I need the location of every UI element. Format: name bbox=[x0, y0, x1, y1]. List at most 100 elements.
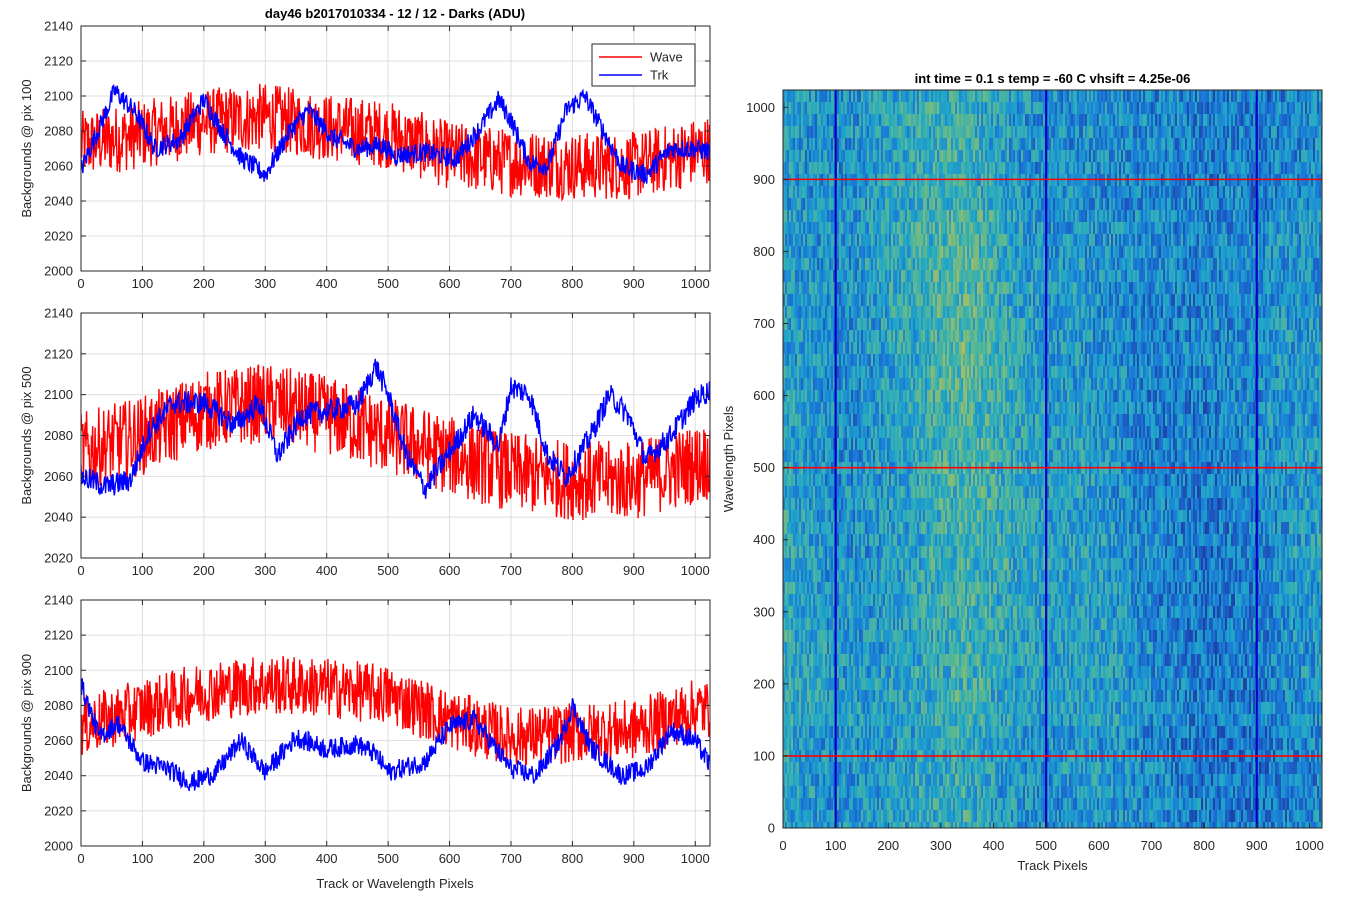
heatmap-cell bbox=[803, 150, 806, 163]
heatmap-cell bbox=[789, 798, 792, 811]
heatmap-cell bbox=[843, 690, 846, 703]
heatmap-cell bbox=[853, 354, 856, 367]
heatmap-cell bbox=[859, 630, 862, 643]
heatmap-cell bbox=[911, 162, 914, 175]
heatmap-cell bbox=[841, 726, 844, 739]
heatmap-cell bbox=[849, 786, 852, 799]
heatmap-cell bbox=[801, 486, 804, 499]
heatmap-cell bbox=[837, 402, 840, 415]
heatmap-cell bbox=[907, 318, 910, 331]
heatmap-cell bbox=[851, 714, 854, 727]
heatmap-cell bbox=[879, 618, 882, 631]
heatmap-cell bbox=[903, 222, 906, 235]
heatmap-cell bbox=[931, 450, 934, 463]
heatmap-cell bbox=[927, 654, 930, 667]
heatmap-cell bbox=[827, 402, 830, 415]
heatmap-cell bbox=[789, 198, 792, 211]
heatmap-cell bbox=[863, 534, 866, 547]
heatmap-cell bbox=[813, 306, 816, 319]
heatmap-cell bbox=[889, 258, 892, 271]
heatmap-cell bbox=[855, 210, 858, 223]
heatmap-cell bbox=[857, 786, 860, 799]
heatmap-cell bbox=[905, 666, 908, 679]
heatmap-cell bbox=[889, 354, 892, 367]
heatmap-cell bbox=[861, 378, 864, 391]
heatmap-cell bbox=[917, 690, 920, 703]
heatmap-cell bbox=[827, 666, 830, 679]
heatmap-cell bbox=[897, 150, 900, 163]
heatmap-cell bbox=[849, 186, 852, 199]
heatmap-cell bbox=[795, 126, 798, 139]
heatmap-cell bbox=[837, 90, 840, 103]
heatmap-cell bbox=[823, 558, 826, 571]
heatmap-cell bbox=[801, 798, 804, 811]
heatmap-cell bbox=[803, 270, 806, 283]
heatmap-cell bbox=[919, 150, 922, 163]
heatmap-cell bbox=[847, 246, 850, 259]
heatmap-cell bbox=[913, 642, 916, 655]
heatmap-cell bbox=[899, 354, 902, 367]
heatmap-cell bbox=[891, 582, 894, 595]
heatmap-cell bbox=[921, 762, 924, 775]
panel-pix900: 0 100 200 300 400 500 600 700 800 900 100020002020… bbox=[19, 593, 711, 866]
heatmap-cell bbox=[889, 618, 892, 631]
heatmap-cell bbox=[787, 414, 790, 427]
heatmap-cell bbox=[819, 210, 822, 223]
heatmap-cell bbox=[873, 342, 876, 355]
heatmap-cell bbox=[815, 774, 818, 787]
heatmap-cell bbox=[919, 438, 922, 451]
heatmap-cell bbox=[811, 534, 814, 547]
heatmap-cell bbox=[873, 402, 876, 415]
heatmap-cell bbox=[913, 402, 916, 415]
heatmap-cell bbox=[847, 150, 850, 163]
heatmap-cell bbox=[805, 138, 808, 151]
heatmap-cell bbox=[787, 762, 790, 775]
heatmap-cell bbox=[823, 786, 826, 799]
heatmap-cell bbox=[859, 798, 862, 811]
heatmap-cell bbox=[935, 414, 938, 427]
heatmap-cell bbox=[819, 510, 822, 523]
heatmap-cell bbox=[823, 594, 826, 607]
heatmap-cell bbox=[857, 438, 860, 451]
heatmap-cell bbox=[923, 210, 926, 223]
heatmap-cell bbox=[913, 762, 916, 775]
heatmap-cell bbox=[823, 498, 826, 511]
heatmap-cell bbox=[793, 402, 796, 415]
heatmap-cell bbox=[793, 390, 796, 403]
heatmap-cell bbox=[923, 150, 926, 163]
legend-label-trk: Trk bbox=[650, 68, 669, 83]
heatmap-cell bbox=[807, 558, 810, 571]
heatmap-cell bbox=[871, 714, 874, 727]
heatmap-cell bbox=[845, 258, 848, 271]
heatmap-cell bbox=[793, 534, 796, 547]
heatmap-cell bbox=[875, 570, 878, 583]
heatmap-cell bbox=[891, 282, 894, 295]
heatmap-cell bbox=[803, 810, 806, 823]
heatmap-cell bbox=[799, 510, 802, 523]
heatmap-cell bbox=[821, 258, 824, 271]
heatmap-cell bbox=[907, 606, 910, 619]
heatmap-cell bbox=[861, 546, 864, 559]
heatmap-cell bbox=[851, 258, 854, 271]
heatmap-cell bbox=[907, 510, 910, 523]
heatmap-cell bbox=[839, 378, 842, 391]
heatmap-cell bbox=[909, 798, 912, 811]
heatmap-cell bbox=[795, 570, 798, 583]
heatmap-cell bbox=[799, 714, 802, 727]
heatmap-cell bbox=[933, 582, 936, 595]
heatmap-cell bbox=[797, 270, 800, 283]
heatmap-cell bbox=[905, 366, 908, 379]
heatmap-cell bbox=[913, 654, 916, 667]
heatmap-cell bbox=[817, 822, 820, 828]
heatmap-cell bbox=[811, 258, 814, 271]
heatmap-cell bbox=[891, 726, 894, 739]
y-tick-label: 2120 bbox=[44, 54, 73, 69]
heatmap-cell bbox=[793, 210, 796, 223]
heatmap-cell bbox=[813, 798, 816, 811]
heatmap-cell bbox=[893, 486, 896, 499]
heatmap-cell bbox=[855, 762, 858, 775]
heatmap-cell bbox=[843, 570, 846, 583]
heatmap-cell bbox=[869, 450, 872, 463]
heatmap-cell bbox=[865, 510, 868, 523]
heatmap-cell bbox=[851, 498, 854, 511]
